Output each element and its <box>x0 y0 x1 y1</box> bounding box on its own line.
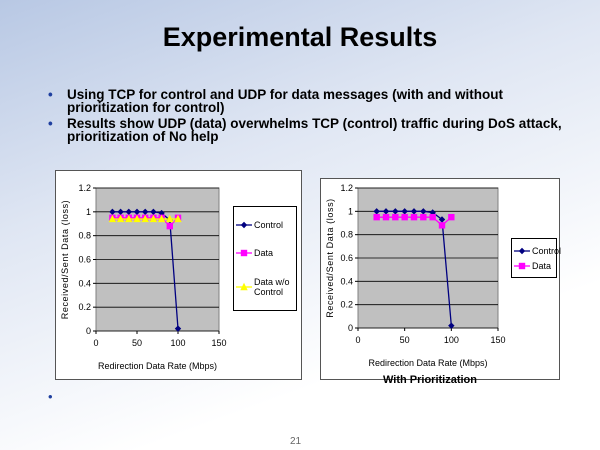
marker <box>116 214 125 223</box>
marker <box>373 208 380 215</box>
marker <box>382 213 390 221</box>
marker <box>382 208 390 215</box>
marker <box>109 208 116 216</box>
marker <box>429 213 436 221</box>
x-axis-label: Redirection Data Rate (Mbps) <box>368 358 487 368</box>
y-tick-label: 0.2 <box>340 300 353 310</box>
marker <box>125 214 133 223</box>
marker <box>133 208 141 216</box>
legend-item: Data <box>514 261 554 271</box>
chart-caption: With Prioritization <box>382 374 477 386</box>
y-tick-label: 0.2 <box>78 302 91 312</box>
marker <box>166 214 174 223</box>
y-tick-label: 1.2 <box>78 183 91 193</box>
bullet: Using TCP for control and UDP for data m… <box>48 88 568 115</box>
y-tick-label: 1 <box>348 206 353 216</box>
legend-label: Control <box>532 245 562 256</box>
y-tick-label: 0.8 <box>340 230 353 240</box>
marker <box>401 213 408 221</box>
legend: Control Data Data w/o Control <box>233 206 297 311</box>
y-tick-label: 0 <box>86 326 91 336</box>
page-number: 21 <box>290 436 302 447</box>
marker <box>518 247 526 254</box>
y-tick-label: 0.6 <box>340 253 353 263</box>
x-tick-label: 150 <box>211 338 226 348</box>
y-tick-label: 0.6 <box>78 255 91 265</box>
legend-label: Data <box>254 248 274 259</box>
marker <box>373 213 380 221</box>
marker <box>420 213 427 221</box>
chart: 0 0.2 0.4 0.6 0.8 1 1.2 0 50 100 150 Redirection Da… <box>55 170 302 380</box>
y-tick-label: 0.4 <box>78 278 91 288</box>
marker <box>142 208 149 216</box>
marker <box>149 214 158 223</box>
marker <box>401 208 408 215</box>
marker <box>133 214 141 223</box>
chart-svg: 0 0.2 0.4 0.6 0.8 1 1.2 0 50 100 150 Redirection Da… <box>60 183 227 371</box>
marker <box>117 208 124 216</box>
x-tick-label: 0 <box>355 335 360 345</box>
x-tick-label: 150 <box>490 335 505 345</box>
legend-item: Control <box>236 220 294 230</box>
legend-item: Data w/o Control <box>236 277 294 297</box>
x-tick-label: 50 <box>132 338 142 348</box>
x-tick-label: 50 <box>400 335 410 345</box>
marker <box>438 222 446 229</box>
legend: Control Data <box>511 238 561 278</box>
y-tick-label: 0.4 <box>340 276 353 286</box>
marker <box>410 208 418 215</box>
empty-bullet: • <box>48 389 53 404</box>
legend-label: Control <box>254 220 284 231</box>
x-tick-label: 100 <box>444 335 459 345</box>
y-axis-label: Received/Sent Data (loss) <box>60 200 70 320</box>
y-axis-label: Received/Sent Data (loss) <box>325 198 335 318</box>
marker <box>420 208 427 215</box>
legend-swatch <box>236 282 252 291</box>
marker <box>141 214 149 223</box>
chart: 0 0.2 0.4 0.6 0.8 1 1.2 0 50 100 150 Redirection Da… <box>320 178 561 380</box>
marker <box>438 216 446 223</box>
marker <box>166 222 173 230</box>
legend-label: Data w/o Control <box>254 276 290 297</box>
legend-swatch <box>236 221 252 229</box>
legend-item: Control <box>514 246 561 256</box>
x-tick-label: 0 <box>93 338 98 348</box>
legend-swatch <box>236 250 252 257</box>
y-tick-label: 0.8 <box>78 231 91 241</box>
marker <box>240 250 248 257</box>
marker <box>240 221 248 229</box>
legend-item: Data <box>236 248 294 258</box>
marker <box>392 208 399 215</box>
y-tick-label: 1 <box>86 207 91 217</box>
marker <box>410 213 418 221</box>
x-axis-label: Redirection Data Rate (Mbps) <box>98 361 217 371</box>
marker <box>157 214 166 223</box>
bullet: Results show UDP (data) overwhelms TCP (… <box>48 117 568 144</box>
bullet-list: Using TCP for control and UDP for data m… <box>48 88 568 146</box>
y-tick-label: 1.2 <box>340 183 353 193</box>
legend-swatch <box>514 262 530 269</box>
chart-svg: 0 0.2 0.4 0.6 0.8 1 1.2 0 50 100 150 Redirection Da… <box>325 183 506 368</box>
marker <box>448 213 455 221</box>
marker <box>240 282 248 291</box>
marker <box>174 214 182 223</box>
y-tick-label: 0 <box>348 323 353 333</box>
x-tick-label: 100 <box>170 338 185 348</box>
marker <box>150 208 157 216</box>
marker <box>392 213 399 221</box>
legend-swatch <box>514 247 530 254</box>
marker <box>448 322 455 329</box>
slide-title: Experimental Results <box>162 22 438 52</box>
marker <box>518 262 526 269</box>
marker <box>108 214 117 223</box>
marker <box>125 208 132 216</box>
legend-label: Data <box>532 260 552 271</box>
